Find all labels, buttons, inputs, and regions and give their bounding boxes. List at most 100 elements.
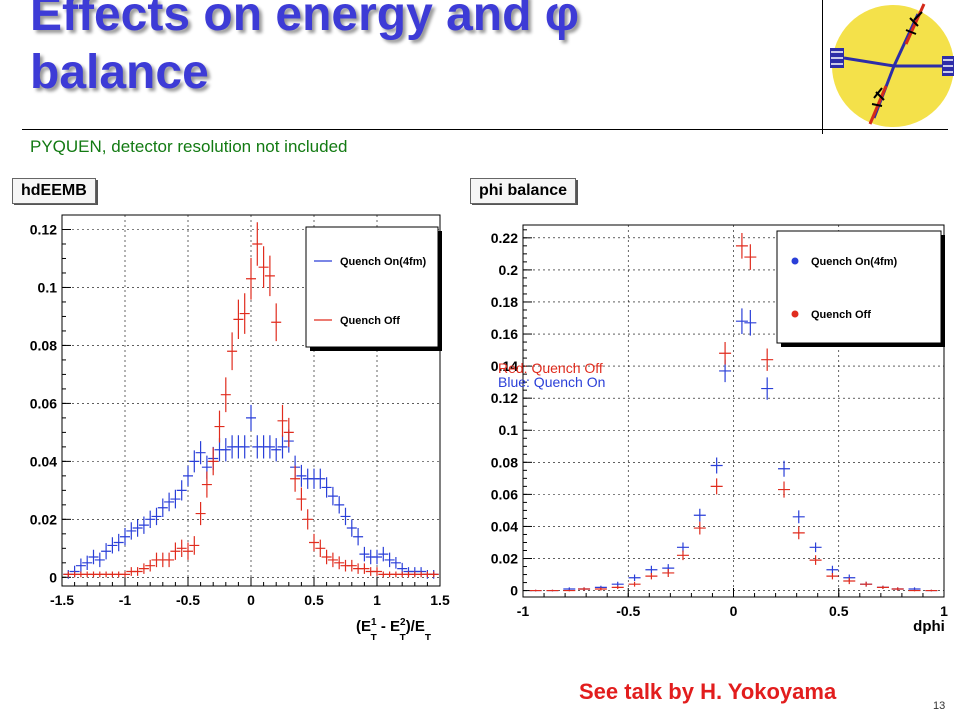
- legend-label: Quench Off: [811, 309, 871, 321]
- energy-balance-chart: -1.5 -1 -0.5 0 0.5 1 1.5 0 0.02 0.04 0.06 0.08 0.1 0.…: [0, 205, 462, 640]
- legend-box: [305, 226, 439, 348]
- data-point: [264, 255, 275, 297]
- x-axis-label-part: T: [371, 633, 377, 640]
- data-point: [246, 257, 256, 300]
- data-point: [183, 465, 193, 487]
- y-tick-label: 0.02: [30, 511, 57, 527]
- data-point: [277, 435, 288, 459]
- data-point: [628, 574, 641, 581]
- data-point: [359, 563, 370, 574]
- data-point: [151, 507, 162, 526]
- x-axis-label: (E1 T - E2 T)/ET: [356, 617, 431, 640]
- x-tick-label: -1.5: [50, 592, 74, 608]
- data-point: [384, 552, 395, 568]
- data-point: [925, 589, 938, 592]
- data-point: [315, 539, 326, 558]
- title-line-2: balance: [30, 46, 209, 99]
- data-point: [809, 555, 822, 565]
- data-point: [120, 528, 130, 546]
- data-point: [710, 478, 723, 495]
- legend-box: [776, 230, 942, 344]
- data-point: [792, 526, 805, 540]
- x-axis-label-part: (E: [356, 618, 371, 635]
- data-point: [113, 533, 124, 552]
- data-point: [372, 567, 382, 576]
- y-tick-label: 0: [49, 569, 57, 585]
- data-point: [101, 543, 112, 560]
- data-point: [189, 536, 200, 555]
- data-point: [145, 559, 156, 572]
- data-point: [75, 558, 86, 573]
- data-point: [578, 587, 591, 591]
- x-tick-label: -0.5: [176, 592, 200, 608]
- data-point: [693, 521, 706, 535]
- data-point: [120, 571, 130, 578]
- x-tick-label: 1.5: [430, 592, 450, 608]
- x-axis-label-part: 1: [371, 617, 377, 628]
- data-point: [170, 542, 181, 560]
- footer-note: See talk by H. Yokoyama: [579, 679, 837, 704]
- data-point: [611, 585, 624, 589]
- data-point: [645, 565, 658, 574]
- data-point: [195, 441, 206, 465]
- data-point: [843, 577, 856, 585]
- data-point: [334, 556, 345, 570]
- y-tick-label: 0: [510, 583, 518, 599]
- data-point: [138, 516, 149, 534]
- data-point: [164, 492, 175, 512]
- title-line-1: Effects on energy and φ: [30, 0, 580, 41]
- y-tick-label: 0.22: [491, 230, 518, 246]
- data-point: [201, 471, 212, 498]
- data-point: [826, 572, 839, 580]
- data-point: [340, 507, 351, 526]
- legend-label: Quench Off: [340, 315, 400, 327]
- data-point: [891, 587, 904, 591]
- chart-annotation: Red: Quench Off: [498, 360, 603, 376]
- data-point: [792, 510, 805, 524]
- series-quench-off: [529, 233, 938, 592]
- page-number: 13: [933, 700, 946, 712]
- y-tick-label: 0.12: [30, 221, 57, 237]
- x-axis-label-part: 2: [400, 617, 406, 628]
- data-point: [321, 549, 332, 565]
- data-point: [346, 559, 357, 572]
- data-point: [860, 581, 873, 587]
- data-point: [195, 501, 206, 526]
- data-point: [563, 589, 576, 592]
- data-point: [145, 510, 156, 529]
- data-point: [271, 438, 282, 462]
- data-point: [82, 555, 93, 571]
- y-tick-label: 0.1: [499, 422, 519, 438]
- data-point: [353, 528, 364, 546]
- data-point: [290, 465, 301, 492]
- data-point: [744, 244, 757, 270]
- legend-swatch: [791, 257, 799, 265]
- data-point: [428, 571, 439, 578]
- data-point: [227, 332, 238, 371]
- data-point: [220, 377, 231, 413]
- data-point: [327, 552, 338, 568]
- data-point: [735, 233, 748, 259]
- data-point: [761, 348, 774, 371]
- data-point: [346, 519, 357, 537]
- data-point: [809, 542, 822, 553]
- data-point: [327, 486, 338, 506]
- y-tick-label: 0.04: [30, 453, 57, 469]
- y-tick-label: 0.06: [491, 486, 518, 502]
- data-point: [662, 568, 675, 577]
- chart-right-title: phi balance: [470, 178, 577, 204]
- title-divider: [22, 129, 948, 130]
- data-point: [693, 508, 706, 522]
- data-point: [239, 293, 250, 334]
- data-point: [94, 552, 105, 568]
- x-axis-label-part: )/E: [406, 618, 425, 635]
- data-point: [296, 464, 307, 487]
- data-point: [296, 487, 307, 511]
- data-point: [778, 460, 791, 477]
- x-tick-label: 1: [373, 592, 381, 608]
- slide-subtitle: PYQUEN, detector resolution not included: [30, 137, 348, 156]
- data-point: [529, 589, 542, 592]
- data-point: [719, 342, 732, 365]
- y-tick-label: 0.12: [491, 390, 518, 406]
- data-point: [176, 480, 187, 501]
